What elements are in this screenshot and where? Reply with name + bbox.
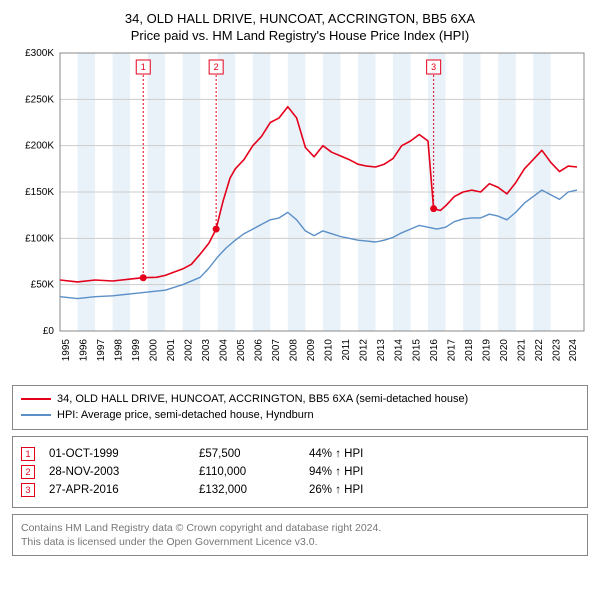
- event-badge: 3: [21, 483, 35, 497]
- x-tick-label: 2021: [516, 338, 527, 361]
- x-tick-label: 2012: [359, 338, 370, 361]
- event-date: 28-NOV-2003: [49, 466, 199, 478]
- x-tick-label: 2020: [499, 338, 510, 361]
- event-price: £110,000: [199, 466, 309, 478]
- x-tick-label: 2024: [568, 338, 579, 361]
- chart-title: 34, OLD HALL DRIVE, HUNCOAT, ACCRINGTON,…: [12, 10, 588, 28]
- legend-swatch: [21, 414, 51, 416]
- y-tick-label: £150K: [25, 187, 54, 198]
- event-date: 27-APR-2016: [49, 484, 199, 496]
- y-tick-label: £50K: [31, 279, 55, 290]
- legend-label: 34, OLD HALL DRIVE, HUNCOAT, ACCRINGTON,…: [57, 391, 468, 408]
- x-tick-label: 1999: [131, 338, 142, 361]
- x-tick-label: 1997: [96, 338, 107, 361]
- event-marker-badge-text: 1: [141, 62, 146, 72]
- x-tick-label: 2009: [306, 338, 317, 361]
- x-tick-label: 2014: [394, 338, 405, 361]
- x-tick-label: 2022: [534, 338, 545, 361]
- legend-item: HPI: Average price, semi-detached house,…: [21, 407, 579, 424]
- x-tick-label: 2004: [218, 338, 229, 361]
- event-marker-badge-text: 2: [214, 62, 219, 72]
- y-tick-label: £100K: [25, 233, 54, 244]
- event-marker-dot: [430, 205, 437, 212]
- legend-item: 34, OLD HALL DRIVE, HUNCOAT, ACCRINGTON,…: [21, 391, 579, 408]
- legend-box: 34, OLD HALL DRIVE, HUNCOAT, ACCRINGTON,…: [12, 385, 588, 430]
- event-change: 94% ↑ HPI: [309, 466, 579, 478]
- x-tick-label: 2007: [271, 338, 282, 361]
- x-tick-label: 1998: [113, 338, 124, 361]
- event-badge: 2: [21, 465, 35, 479]
- x-tick-label: 2006: [254, 338, 265, 361]
- x-tick-label: 2011: [341, 338, 352, 360]
- x-tick-label: 2008: [289, 338, 300, 361]
- x-tick-label: 2005: [236, 338, 247, 361]
- price-events-box: 1 01-OCT-1999£57,50044% ↑ HPI 2 28-NOV-2003…: [12, 436, 588, 508]
- event-badge: 1: [21, 447, 35, 461]
- x-tick-label: 1996: [78, 338, 89, 361]
- chart-container: 34, OLD HALL DRIVE, HUNCOAT, ACCRINGTON,…: [0, 0, 600, 564]
- x-tick-label: 2015: [411, 338, 422, 361]
- event-change: 26% ↑ HPI: [309, 484, 579, 496]
- legend-label: HPI: Average price, semi-detached house,…: [57, 407, 314, 424]
- event-price: £57,500: [199, 448, 309, 460]
- x-tick-label: 2016: [429, 338, 440, 361]
- event-change: 44% ↑ HPI: [309, 448, 579, 460]
- attribution-line: This data is licensed under the Open Gov…: [21, 535, 579, 549]
- event-marker-dot: [140, 274, 147, 281]
- attribution-box: Contains HM Land Registry data © Crown c…: [12, 514, 588, 556]
- event-row: 3 27-APR-2016£132,00026% ↑ HPI: [21, 483, 579, 497]
- y-tick-label: £200K: [25, 140, 54, 151]
- event-marker-badge-text: 3: [431, 62, 436, 72]
- y-tick-label: £300K: [25, 49, 54, 59]
- x-tick-label: 2019: [481, 338, 492, 361]
- x-tick-label: 2013: [376, 338, 387, 361]
- x-tick-label: 2000: [148, 338, 159, 361]
- event-price: £132,000: [199, 484, 309, 496]
- event-row: 2 28-NOV-2003£110,00094% ↑ HPI: [21, 465, 579, 479]
- x-tick-label: 2001: [166, 338, 177, 361]
- y-tick-label: £250K: [25, 94, 54, 105]
- y-tick-label: £0: [43, 326, 55, 337]
- x-tick-label: 2003: [201, 338, 212, 361]
- attribution-line: Contains HM Land Registry data © Crown c…: [21, 521, 579, 535]
- chart-plot-area: £0 £50K £100K £150K £200K £250K £300K 1995 1996 1…: [12, 49, 588, 379]
- event-row: 1 01-OCT-1999£57,50044% ↑ HPI: [21, 447, 579, 461]
- event-date: 01-OCT-1999: [49, 448, 199, 460]
- x-tick-label: 2002: [183, 338, 194, 361]
- x-tick-label: 2023: [551, 338, 562, 361]
- x-tick-label: 2017: [446, 338, 457, 361]
- x-tick-label: 2018: [464, 338, 475, 361]
- line-chart-svg: £0 £50K £100K £150K £200K £250K £300K 1995 1996 1…: [12, 49, 588, 379]
- x-tick-label: 2010: [324, 338, 335, 361]
- chart-subtitle: Price paid vs. HM Land Registry's House …: [12, 28, 588, 43]
- legend-swatch: [21, 398, 51, 400]
- event-marker-dot: [213, 225, 220, 232]
- x-tick-label: 1995: [61, 338, 72, 361]
